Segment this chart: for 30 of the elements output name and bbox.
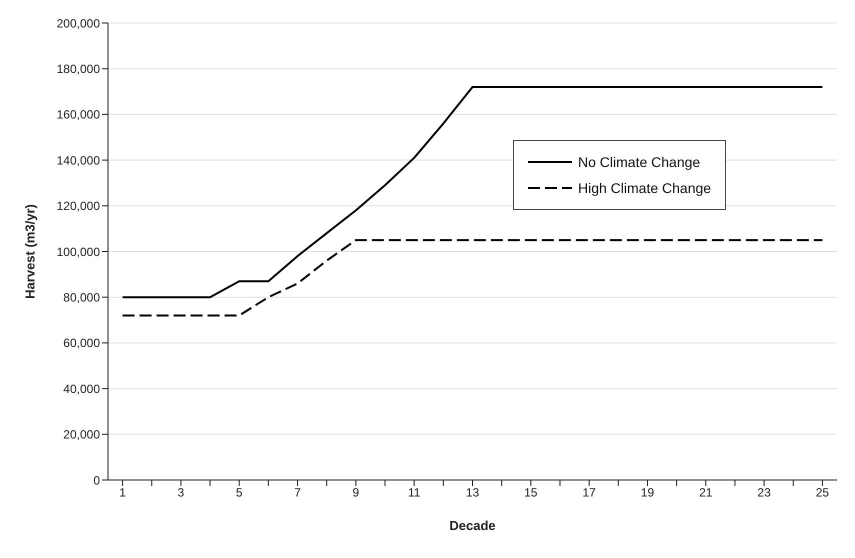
y-tick-label: 20,000 xyxy=(63,428,100,442)
y-tick-label: 40,000 xyxy=(63,382,100,396)
x-tick-label: 17 xyxy=(582,486,596,500)
legend-label: No Climate Change xyxy=(578,154,700,170)
y-tick-label: 120,000 xyxy=(56,199,100,214)
x-tick-label: 1 xyxy=(119,486,126,500)
x-tick-label: 9 xyxy=(352,486,360,500)
x-tick-label: 13 xyxy=(466,486,480,500)
y-tick-label: 140,000 xyxy=(56,153,100,168)
y-tick-label: 0 xyxy=(93,473,100,488)
y-tick-label: 180,000 xyxy=(56,62,100,76)
y-tick-label: 60,000 xyxy=(63,336,100,350)
y-tick-label: 160,000 xyxy=(56,108,100,122)
x-tick-label: 11 xyxy=(408,486,421,500)
x-tick-label: 5 xyxy=(236,486,243,500)
y-tick-label: 100,000 xyxy=(56,244,100,259)
x-tick-label: 3 xyxy=(178,486,185,500)
line-series xyxy=(122,239,824,316)
legend-label: High Climate Change xyxy=(578,180,712,196)
x-tick-label: 7 xyxy=(294,486,302,500)
x-tick-label: 25 xyxy=(816,486,830,500)
x-tick-label: 21 xyxy=(699,486,713,500)
y-tick-label: 80,000 xyxy=(63,290,100,304)
y-tick-label: 200,000 xyxy=(56,16,100,30)
x-tick-label: 19 xyxy=(640,486,654,500)
x-tick-label: 23 xyxy=(757,486,772,500)
x-axis-title: Decade xyxy=(449,518,496,533)
y-axis-title: Harvest (m3/yr) xyxy=(22,204,38,299)
x-tick-label: 15 xyxy=(524,486,538,500)
line-series xyxy=(122,86,824,298)
